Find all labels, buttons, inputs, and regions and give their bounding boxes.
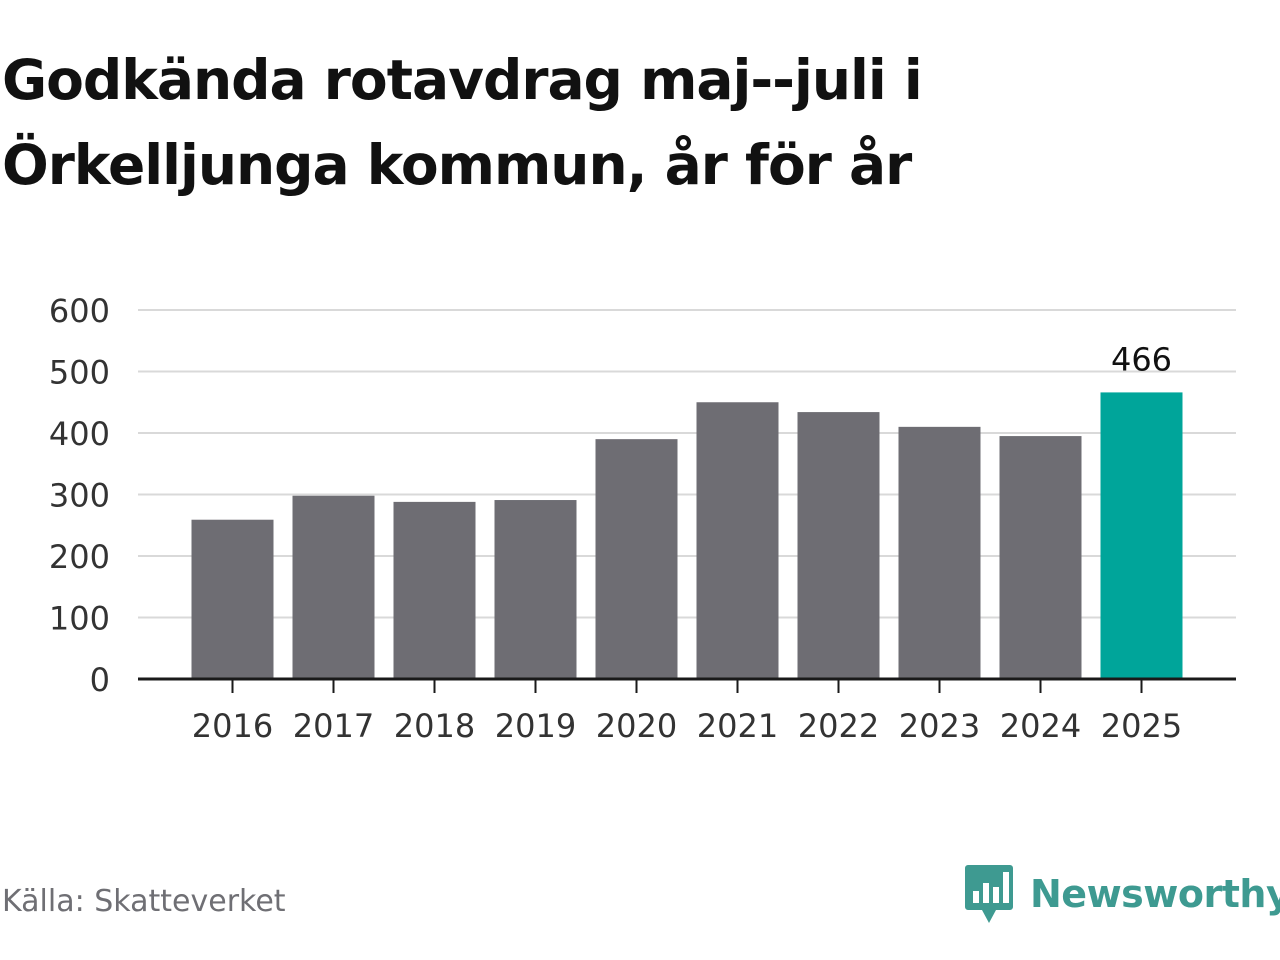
y-tick-label: 600 bbox=[49, 292, 110, 330]
bar-2022[interactable] bbox=[797, 412, 880, 679]
source-note: Källa: Skatteverket bbox=[2, 884, 286, 919]
x-tick-label: 2016 bbox=[192, 707, 273, 745]
chart-title: Godkända rotavdrag maj--juli i Örkelljun… bbox=[2, 48, 923, 197]
x-tick-label: 2017 bbox=[293, 707, 374, 745]
x-tick-label: 2025 bbox=[1101, 707, 1182, 745]
x-tick-label: 2021 bbox=[697, 707, 778, 745]
x-tick-label: 2024 bbox=[1000, 707, 1081, 745]
x-tick-label: 2023 bbox=[899, 707, 980, 745]
x-tick-label: 2020 bbox=[596, 707, 677, 745]
y-tick-label: 300 bbox=[49, 477, 110, 515]
y-tick-label: 400 bbox=[49, 415, 110, 453]
bar-2018[interactable] bbox=[393, 501, 476, 679]
x-tick-label: 2019 bbox=[495, 707, 576, 745]
y-axis-tick-labels: 0 100 200 300 400 500 600 bbox=[49, 292, 110, 699]
bar-2016[interactable] bbox=[191, 519, 274, 679]
x-axis-tick-labels: 2016 2017 2018 2019 2020 2021 2022 2023 2024 2025 bbox=[192, 679, 1182, 745]
bar-2021[interactable] bbox=[696, 402, 779, 679]
y-tick-label: 100 bbox=[49, 600, 110, 638]
bar-2025[interactable] bbox=[1100, 392, 1183, 679]
bar-2020[interactable] bbox=[595, 439, 678, 679]
newsworthy-logo-icon bbox=[965, 865, 1013, 923]
y-tick-label: 500 bbox=[49, 354, 110, 392]
brand-name: Newsworthy bbox=[1030, 872, 1280, 916]
bar-2024[interactable] bbox=[999, 436, 1082, 679]
data-label: 466 bbox=[1111, 340, 1172, 378]
bar-chart: 0 100 200 300 400 500 600 2016 2017 2018 2019 2020… bbox=[49, 292, 1236, 745]
x-tick-label: 2018 bbox=[394, 707, 475, 745]
bar-2023[interactable] bbox=[898, 426, 981, 679]
data-labels: 466 bbox=[1111, 340, 1172, 378]
bar-2019[interactable] bbox=[494, 500, 577, 679]
y-tick-label: 0 bbox=[90, 661, 110, 699]
bar-2017[interactable] bbox=[292, 495, 375, 679]
x-tick-label: 2022 bbox=[798, 707, 879, 745]
y-tick-label: 200 bbox=[49, 538, 110, 576]
brand-logo[interactable]: Newsworthy bbox=[964, 862, 1280, 926]
bars bbox=[191, 392, 1183, 679]
